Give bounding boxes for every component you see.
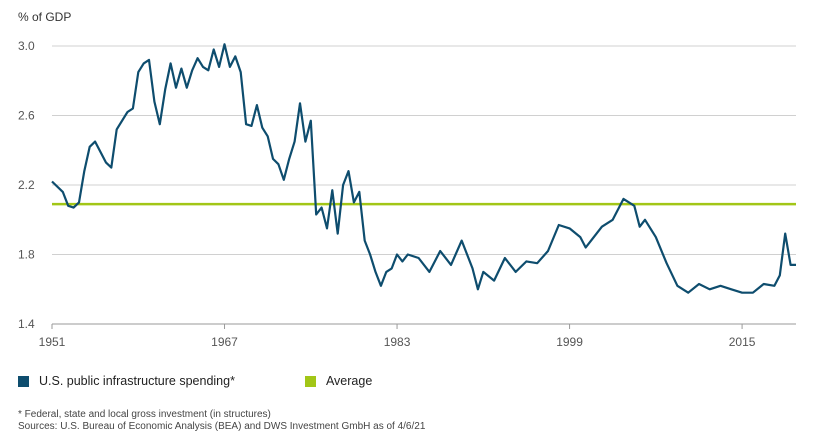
gridlines <box>51 45 796 329</box>
series-lines <box>51 43 796 294</box>
legend-label-spending: U.S. public infrastructure spending* <box>39 374 235 388</box>
sources-note: Sources: U.S. Bureau of Economic Analysi… <box>18 421 426 432</box>
y-tick-label: 2.2 <box>18 178 35 192</box>
x-tick-label: 1999 <box>556 335 583 349</box>
legend-item-spending: U.S. public infrastructure spending* <box>18 374 235 388</box>
y-tick-label: 1.4 <box>18 317 35 331</box>
x-tick-label: 1983 <box>384 335 411 349</box>
y-tick-labels: 1.4 1.8 2.2 2.6 3.0 <box>18 39 35 331</box>
y-tick-label: 3.0 <box>18 39 35 53</box>
x-tick-labels: 1951 1967 1983 1999 2015 <box>39 335 756 349</box>
legend-label-average: Average <box>325 374 373 388</box>
x-tick-label: 1967 <box>211 335 238 349</box>
legend-swatch-average <box>304 375 316 387</box>
x-tick-label: 2015 <box>729 335 756 349</box>
legend: U.S. public infrastructure spending* Ave… <box>18 374 372 388</box>
legend-swatch-spending <box>18 375 29 387</box>
footnote: * Federal, state and local gross investm… <box>18 409 271 420</box>
x-tick-label: 1951 <box>39 335 66 349</box>
y-tick-label: 2.6 <box>18 109 35 123</box>
line-chart: % of GDP 1.4 1.8 2.2 2.6 3.0 1951 1967 1983 199… <box>18 10 796 349</box>
y-tick-label: 1.8 <box>18 248 35 262</box>
y-axis-unit-label: % of GDP <box>18 10 71 24</box>
series-line-spending <box>51 43 796 294</box>
legend-item-average: Average <box>304 374 373 388</box>
chart-notes: * Federal, state and local gross investm… <box>18 409 425 433</box>
